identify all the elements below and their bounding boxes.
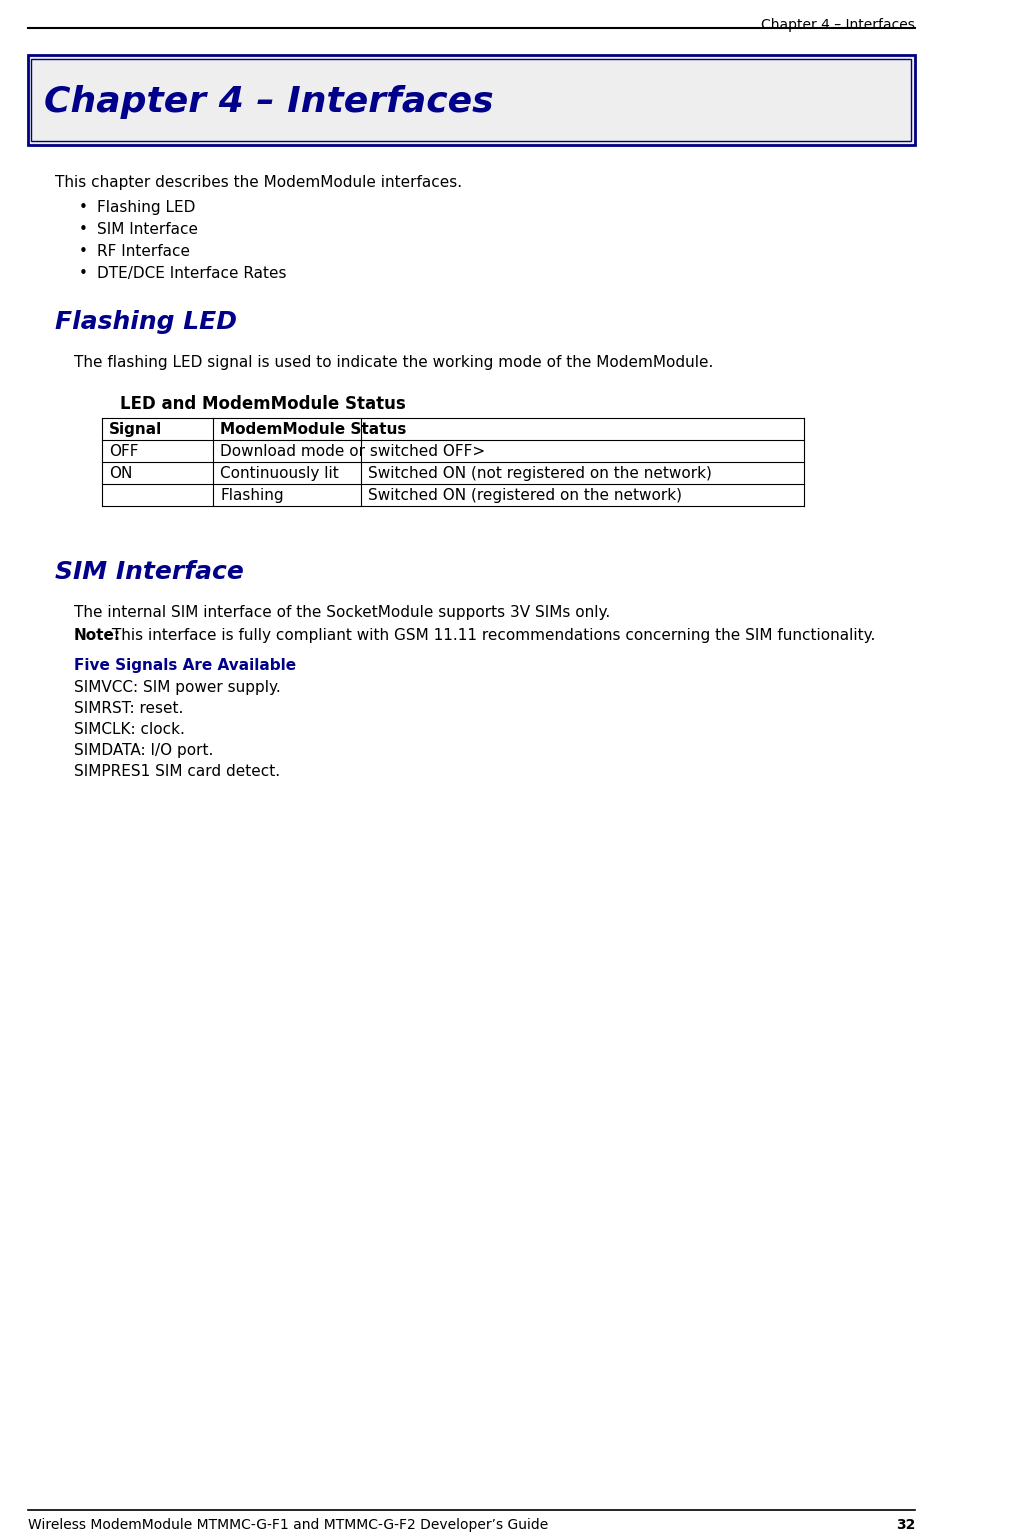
Text: SIMPRES1 SIM card detect.: SIMPRES1 SIM card detect. [74,763,281,779]
Text: •: • [79,200,88,215]
Text: SIMCLK: clock.: SIMCLK: clock. [74,722,185,737]
Text: •: • [79,266,88,282]
Text: Chapter 4 – Interfaces: Chapter 4 – Interfaces [44,85,494,119]
Text: Continuously lit: Continuously lit [220,466,339,482]
Text: Flashing: Flashing [220,488,284,503]
Text: Flashing LED: Flashing LED [55,309,237,334]
Text: 32: 32 [896,1517,915,1531]
Bar [102,419,804,440]
Text: SIMVCC: SIM power supply.: SIMVCC: SIM power supply. [74,680,281,696]
Text: This chapter describes the ModemModule interfaces.: This chapter describes the ModemModule i… [55,175,462,189]
Text: Download mode or switched OFF>: Download mode or switched OFF> [220,443,485,459]
Text: Five Signals Are Available: Five Signals Are Available [74,659,296,673]
Text: RF Interface: RF Interface [97,245,190,259]
Text: Signal: Signal [109,422,162,437]
Text: ModemModule Status: ModemModule Status [220,422,407,437]
Text: Chapter 4 – Interfaces: Chapter 4 – Interfaces [761,18,915,32]
FancyBboxPatch shape [27,55,915,145]
Text: Note:: Note: [74,628,121,643]
Text: SIMRST: reset.: SIMRST: reset. [74,700,184,716]
Text: The flashing LED signal is used to indicate the working mode of the ModemModule.: The flashing LED signal is used to indic… [74,356,713,369]
Text: Switched ON (registered on the network): Switched ON (registered on the network) [368,488,682,503]
Text: Flashing LED: Flashing LED [97,200,196,215]
Text: This interface is fully compliant with GSM 11.11 recommendations concerning the : This interface is fully compliant with G… [107,628,876,643]
Text: OFF: OFF [109,443,138,459]
Text: LED and ModemModule Status: LED and ModemModule Status [120,396,406,412]
Text: ON: ON [109,466,132,482]
Text: •: • [79,222,88,237]
Text: Switched ON (not registered on the network): Switched ON (not registered on the netwo… [368,466,711,482]
Text: •: • [79,245,88,259]
Text: DTE/DCE Interface Rates: DTE/DCE Interface Rates [97,266,287,282]
Text: SIMDATA: I/O port.: SIMDATA: I/O port. [74,743,213,759]
Text: Wireless ModemModule MTMMC-G-F1 and MTMMC-G-F2 Developer’s Guide: Wireless ModemModule MTMMC-G-F1 and MTMM… [27,1517,548,1531]
Text: The internal SIM interface of the SocketModule supports 3V SIMs only.: The internal SIM interface of the Socket… [74,605,610,620]
Text: SIM Interface: SIM Interface [55,560,244,583]
Text: SIM Interface: SIM Interface [97,222,198,237]
